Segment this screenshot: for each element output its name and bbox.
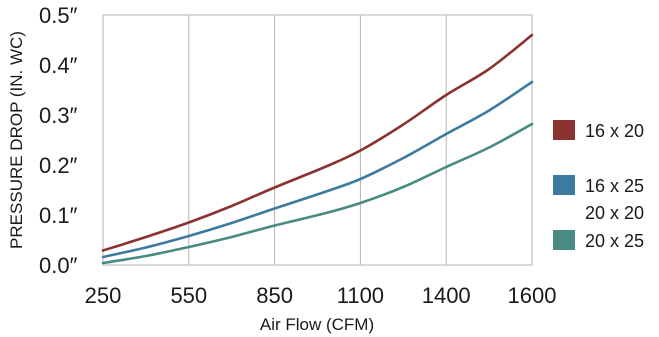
y-axis-ticks: 0.0″ 0.1″ 0.2″ 0.3″ 0.4″ 0.5″ — [39, 3, 78, 278]
x-tick-label-550: 550 — [170, 283, 207, 308]
legend-label-2-1: 16 x 25 — [585, 176, 644, 196]
legend-swatch-1 — [553, 120, 575, 140]
legend-label-2-2: 20 x 20 — [585, 203, 644, 223]
y-tick-label-5: 0.5″ — [39, 3, 78, 28]
legend-label-1-1: 16 x 20 — [585, 121, 644, 141]
legend-swatch-2 — [553, 175, 575, 195]
series-line-3 — [101, 122, 534, 265]
x-tick-label-1400: 1400 — [422, 283, 471, 308]
y-tick-label-1: 0.1″ — [39, 203, 78, 228]
y-tick-label-4: 0.4″ — [39, 53, 78, 78]
x-axis-title: Air Flow (CFM) — [260, 315, 374, 334]
legend-label-3-1: 20 x 25 — [585, 231, 644, 251]
y-tick-label-2: 0.2″ — [39, 153, 78, 178]
y-axis-title: PRESSURE DROP (IN. WC) — [7, 31, 26, 249]
grid — [102, 14, 533, 266]
plot-frame — [102, 14, 533, 266]
y-tick-label-0: 0.0″ — [39, 253, 78, 278]
x-axis-ticks: 250 550 850 1100 1400 1600 — [85, 283, 557, 308]
legend: 16 x 20 16 x 25 20 x 20 20 x 25 — [553, 120, 644, 251]
series-line-2 — [101, 80, 534, 259]
y-tick-label-3: 0.3″ — [39, 103, 78, 128]
x-tick-label-1100: 1100 — [337, 283, 384, 308]
series-line-1 — [101, 33, 534, 252]
x-tick-label-250: 250 — [85, 283, 122, 308]
legend-swatch-3 — [553, 230, 575, 250]
series-layer — [101, 33, 534, 265]
x-tick-label-850: 850 — [256, 283, 293, 308]
x-tick-label-1600: 1600 — [508, 283, 557, 308]
